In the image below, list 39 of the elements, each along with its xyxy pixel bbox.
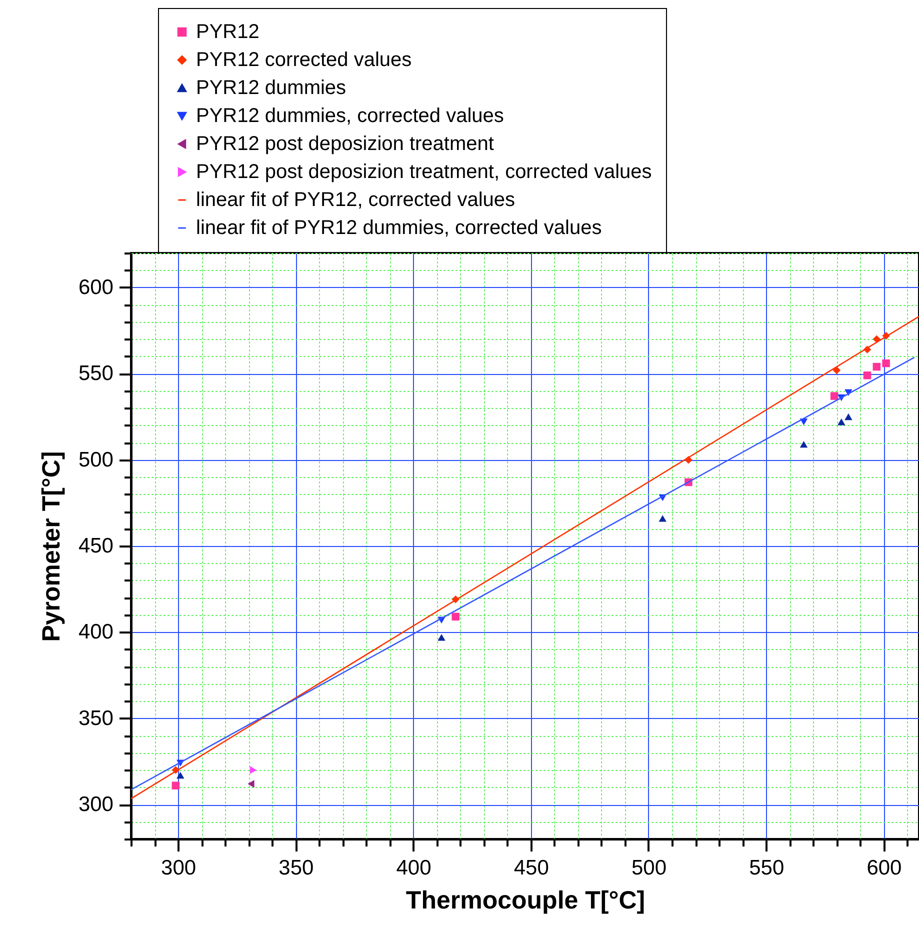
y-tick-label: 350 [78,706,114,730]
y-tick-label: 500 [78,448,114,472]
point [452,612,460,621]
y-tick-label: 550 [78,362,114,386]
x-tick-label: 550 [749,856,784,880]
point [863,372,872,380]
point [844,413,852,420]
x-tick-label: 600 [866,856,902,880]
point [830,392,838,400]
x-tick-label: 350 [278,856,314,880]
point [176,772,184,779]
point [658,515,666,522]
point [800,440,808,448]
legend-label: PYR12 corrected values [196,49,412,71]
x-tick-label: 400 [396,856,432,880]
point [438,634,446,641]
x-axis-title: Thermocouple T[°C] [406,886,646,914]
legend-label: PYR12 dummies [196,77,346,99]
legend-label: linear fit of PYR12, corrected values [196,189,516,211]
x-tick-label: 300 [161,856,196,880]
y-tick-label: 600 [78,276,114,299]
point [872,362,881,371]
y-tick-label: 300 [78,793,114,816]
legend-label: PYR12 post deposizion treatment, corrected values [196,161,652,183]
point [832,366,841,374]
y-axis-title: Pyrometer T[°C] [37,451,66,642]
legend-label: PYR12 [196,21,260,43]
legend-label: PYR12 dummies, corrected values [196,105,504,127]
legend-label: linear fit of PYR12 dummies, corrected values [196,217,602,239]
point [248,780,254,788]
x-tick-label: 500 [631,856,667,880]
y-tick-label: 450 [78,534,114,558]
point [172,782,180,790]
point [838,418,846,426]
point [250,766,257,774]
point [882,359,890,368]
x-tick-label: 450 [514,856,549,880]
y-tick-label: 400 [78,620,114,644]
legend-label: PYR12 post deposizion treatment [196,133,494,155]
